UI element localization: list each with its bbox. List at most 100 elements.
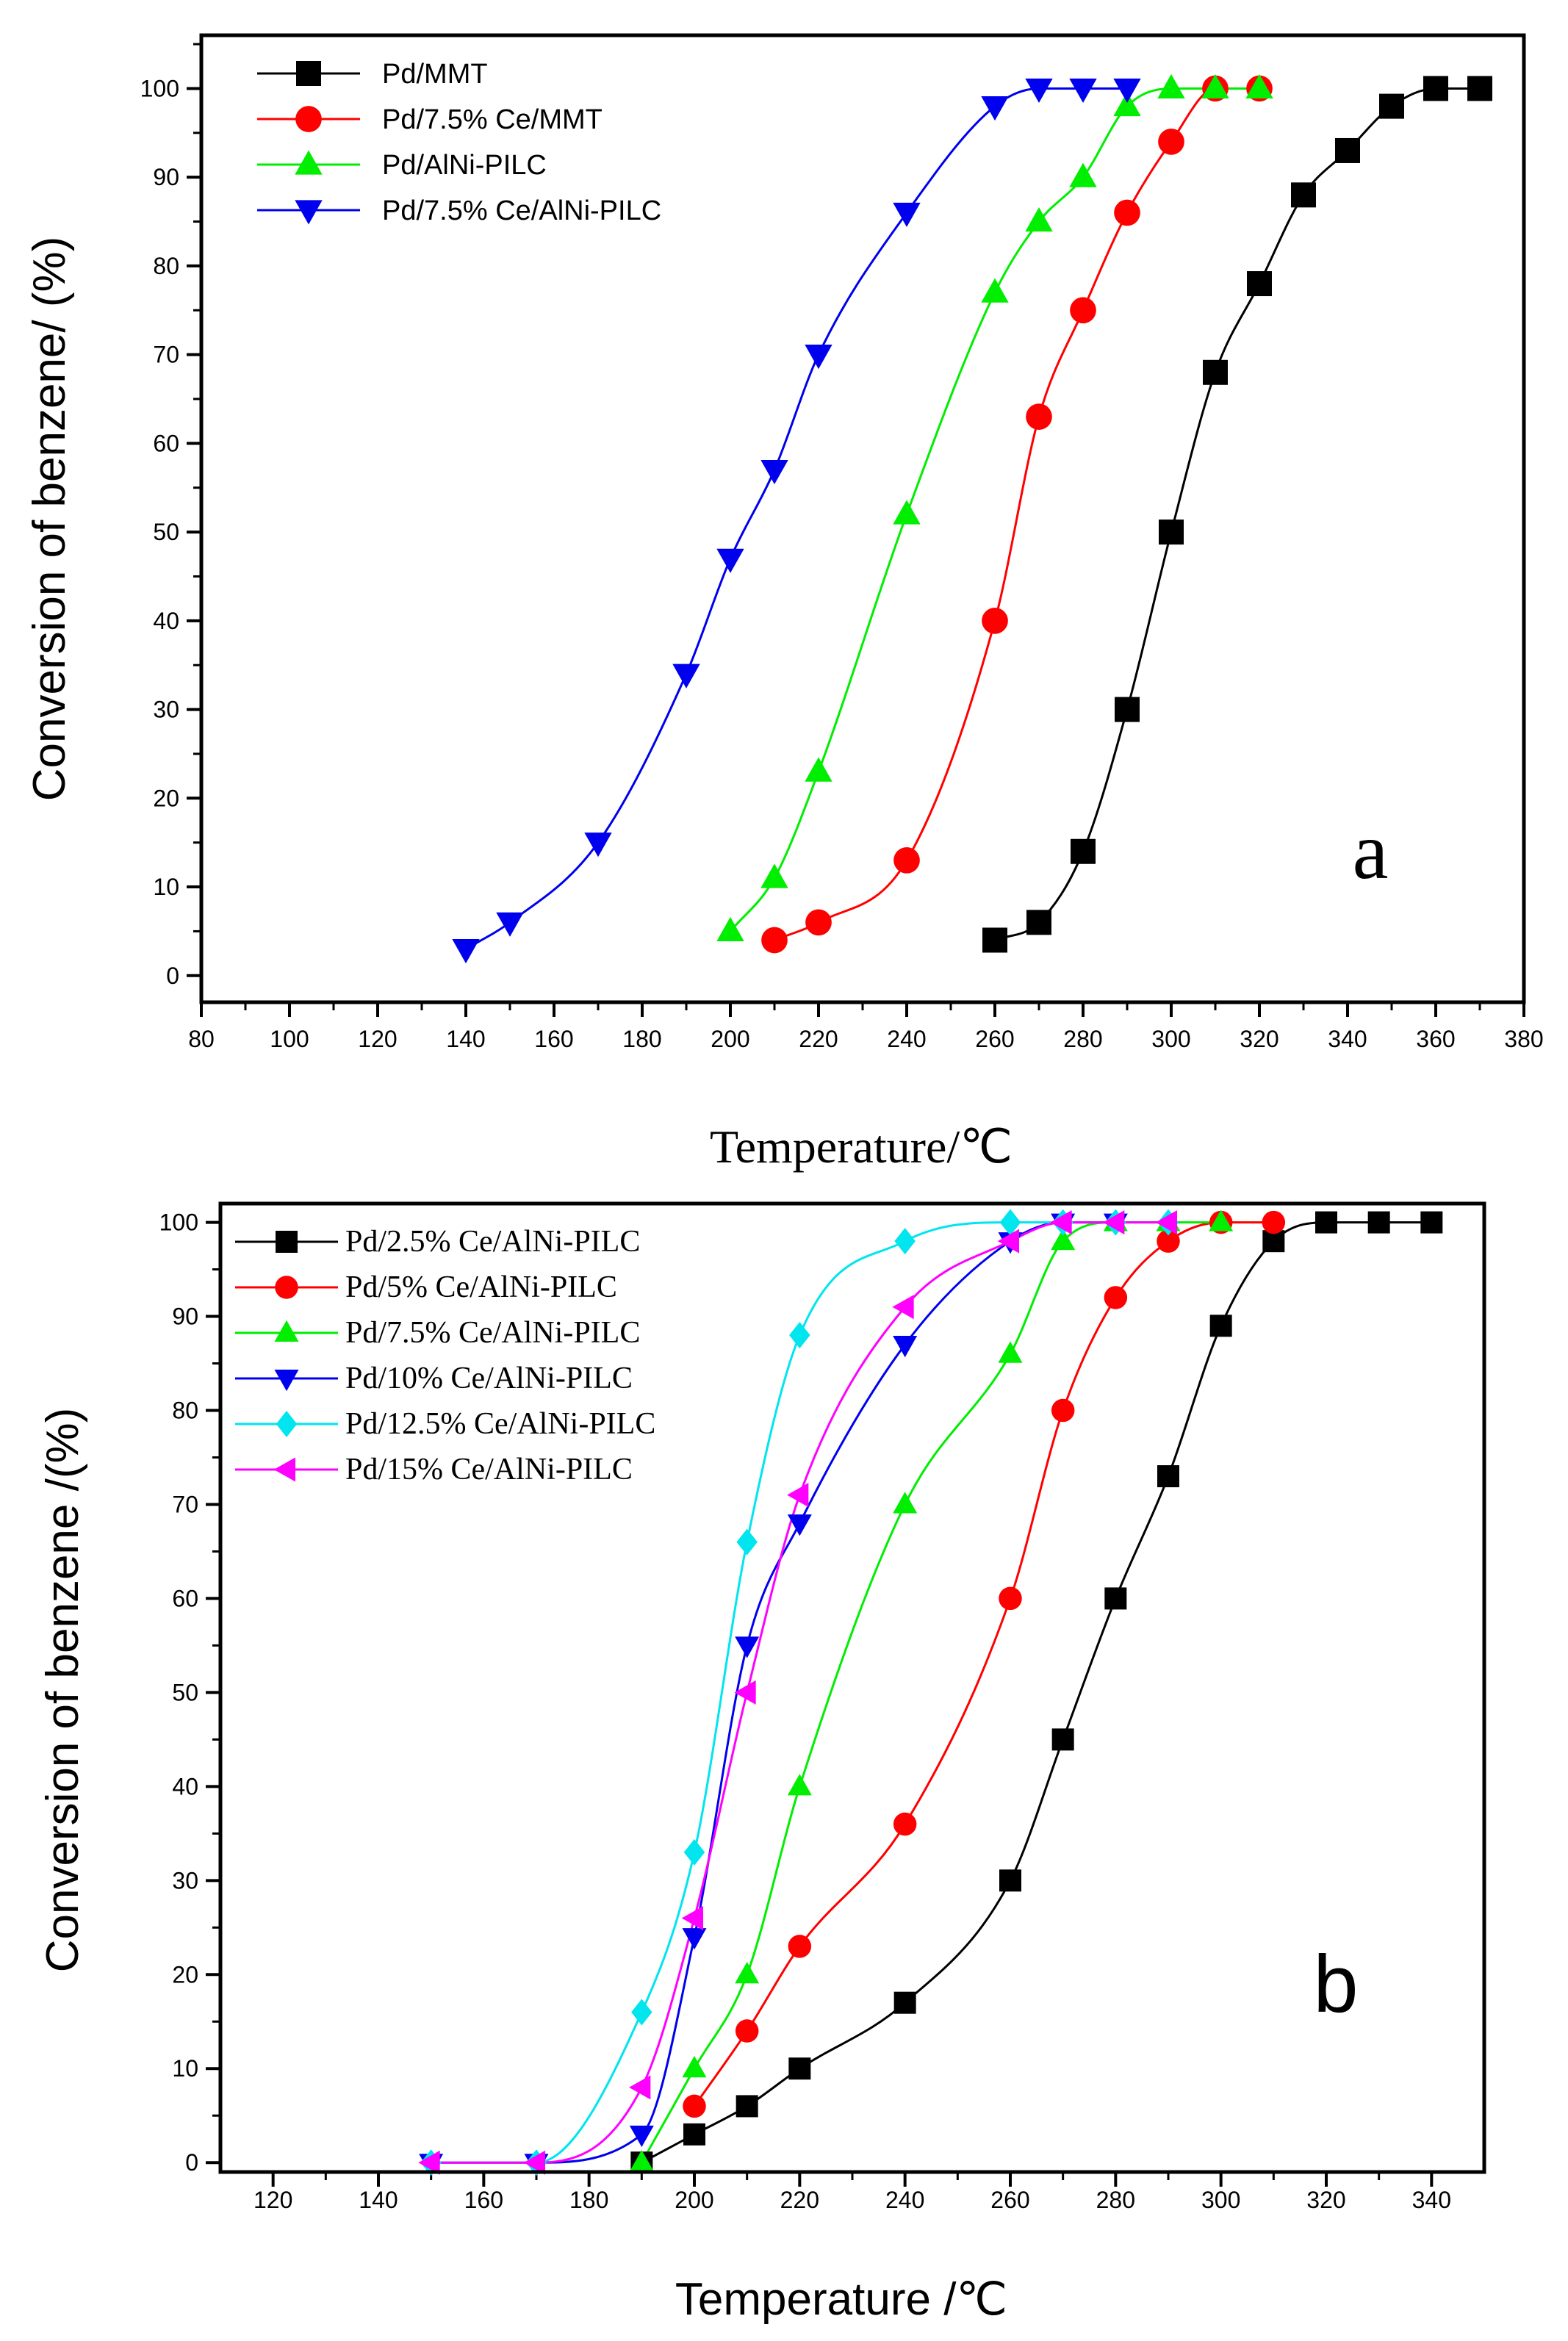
panel-b-legend-pd-12-5-ce-alni-pilc-marker-0 [276, 1411, 298, 1437]
panel-b-pd-5-ce-alni-pilc-marker-1 [735, 2019, 759, 2043]
panel-b-x-tick-label: 160 [464, 2187, 503, 2213]
panel-b-pd-2-5-ce-alni-pilc-marker-3 [788, 2057, 811, 2080]
panel-a-y-axis-title: Conversion of benzene/ (%) [24, 237, 75, 802]
panel-a-pd-alni-pilc-marker-0 [716, 916, 744, 942]
panel-a-legend-pd-7-5-ce-mmt-marker-0 [295, 106, 322, 132]
panel-b-pd-7-5-ce-alni-pilc-marker-9 [1209, 1209, 1234, 1231]
panel-b-y-tick-label: 80 [172, 1398, 198, 1424]
panel-b-legend-label-pd-10-ce-alni-pilc: Pd/10% Ce/AlNi-PILC [345, 1362, 633, 1395]
panel-a-y-tick-label: 70 [153, 342, 179, 368]
panel-b-pd-15-ce-alni-pilc-marker-10 [1155, 1210, 1177, 1235]
panel-a-pd-7-5-ce-mmt-marker-0 [761, 927, 788, 954]
panel-b-x-tick-label: 320 [1306, 2187, 1345, 2213]
panel-b-label: b [1313, 1939, 1358, 2029]
panel-b-pd-15-ce-alni-pilc-marker-2 [629, 2075, 651, 2100]
panel-a-x-tick-label: 200 [711, 1026, 749, 1052]
panel-b-pd-2-5-ce-alni-pilc-marker-13 [1420, 1211, 1443, 1234]
panel-b-x-tick-label: 220 [780, 2187, 819, 2213]
panel-b-pd-7-5-ce-alni-pilc-marker-1 [682, 2055, 707, 2078]
panel-b-pd-7-5-ce-alni-pilc-marker-3 [787, 1774, 812, 1796]
panel-a-pd-7-5-ce-mmt-marker-2 [893, 846, 920, 874]
panel-b-legend-pd-7-5-ce-alni-pilc-marker-0 [274, 1320, 299, 1342]
panel-a-plot-frame [199, 33, 1526, 1004]
panel-a-legend-pd-alni-pilc-marker-0 [295, 150, 323, 175]
panel-a-pd-mmt-marker-2 [1071, 838, 1096, 864]
panel-a-pd-mmt-marker-1 [1026, 910, 1051, 935]
panel-b-legend-label-pd-15-ce-alni-pilc: Pd/15% Ce/AlNi-PILC [345, 1453, 633, 1486]
panel-a-y-tick-label: 60 [153, 430, 179, 456]
panel-b-pd-2-5-ce-alni-pilc-marker-2 [736, 2095, 758, 2118]
panel-a-x-axis-title: Temperature/℃ [710, 1121, 1013, 1173]
panel-a-x-tick-label: 380 [1504, 1026, 1543, 1052]
panel-b-pd-15-ce-alni-pilc-marker-4 [734, 1680, 756, 1705]
panel-b: 120 140 160 180 200 220 240 260 280 300 320 340 0 10 2… [37, 1201, 1486, 2325]
panel-b-pd-15-ce-alni-pilc-marker-9 [1103, 1210, 1125, 1235]
panel-b-legend-pd-10-ce-alni-pilc-marker-0 [274, 1370, 299, 1392]
panel-b-series-line-pd-12-5-ce-alni-pilc [431, 1221, 1169, 2164]
panel-b-pd-12-5-ce-alni-pilc-marker-3 [683, 1838, 705, 1866]
panel-a: 80 100 120 140 160 180 200 220 240 260 280 300 320 34… [24, 33, 1544, 1173]
panel-b-y-tick-label: 10 [172, 2055, 198, 2082]
panel-a-x-tick-label: 160 [534, 1026, 573, 1052]
panel-a-pd-alni-pilc-marker-2 [805, 757, 832, 782]
panel-b-pd-15-ce-alni-pilc-marker-6 [892, 1295, 914, 1320]
panel-a-pd-alni-pilc-marker-3 [893, 500, 921, 525]
panel-b-pd-10-ce-alni-pilc-marker-4 [735, 1636, 760, 1658]
panel-a-pd-7-5-ce-alni-pilc-marker-1 [496, 912, 524, 937]
panel-b-pd-10-ce-alni-pilc-marker-2 [629, 2125, 654, 2148]
panel-a-x-tick-label: 320 [1240, 1026, 1279, 1052]
panel-b-pd-12-5-ce-alni-pilc-marker-5 [789, 1322, 810, 1349]
panel-b-pd-5-ce-alni-pilc-marker-9 [1262, 1210, 1286, 1234]
panel-b-pd-2-5-ce-alni-pilc-marker-7 [1104, 1587, 1127, 1610]
panel-b-pd-15-ce-alni-pilc-marker-0 [418, 2150, 440, 2175]
panel-a-x-tick-label: 260 [975, 1026, 1014, 1052]
panel-b-y-tick-label: 70 [172, 1491, 198, 1517]
panel-b-legend-label-pd-2-5-ce-alni-pilc: Pd/2.5% Ce/AlNi-PILC [345, 1225, 640, 1259]
panel-b-y-tick-label: 30 [172, 1867, 198, 1894]
panel-a-pd-7-5-ce-alni-pilc-marker-6 [805, 345, 832, 370]
panel-a-x-tick-label: 140 [446, 1026, 485, 1052]
panel-b-x-tick-label: 260 [990, 2187, 1029, 2213]
panel-a-legend-label-pd-7-5-ce-alni-pilc: Pd/7.5% Ce/AlNi-PILC [382, 195, 661, 226]
panel-a-pd-7-5-ce-mmt-marker-4 [1026, 403, 1052, 431]
panel-b-pd-7-5-ce-alni-pilc-marker-5 [998, 1341, 1023, 1363]
panel-a-x-tick-label: 340 [1328, 1026, 1367, 1052]
panel-a-pd-7-5-ce-alni-pilc-marker-11 [1113, 78, 1141, 103]
panel-b-pd-7-5-ce-alni-pilc-marker-2 [735, 1962, 760, 1984]
panel-b-y-tick-label: 60 [172, 1585, 198, 1611]
panel-b-pd-12-5-ce-alni-pilc-marker-4 [736, 1528, 758, 1556]
panel-b-x-tick-label: 340 [1412, 2187, 1451, 2213]
panel-b-pd-2-5-ce-alni-pilc-marker-6 [1051, 1728, 1074, 1751]
panel-a-y-tick-label: 20 [153, 785, 179, 811]
panel-b-pd-2-5-ce-alni-pilc-marker-1 [683, 2123, 705, 2146]
panel-a-pd-7-5-ce-alni-pilc-marker-9 [1025, 78, 1053, 103]
panel-b-x-tick-label: 240 [885, 2187, 924, 2213]
panel-a-pd-7-5-ce-alni-pilc-marker-10 [1069, 78, 1097, 103]
panel-a-pd-mmt-marker-10 [1423, 76, 1448, 101]
panel-a-x-tick-label: 240 [887, 1026, 926, 1052]
panel-b-pd-5-ce-alni-pilc-marker-6 [1104, 1286, 1128, 1309]
panel-a-pd-7-5-ce-alni-pilc-marker-2 [584, 833, 612, 857]
panel-a-legend-pd-7-5-ce-alni-pilc-marker-0 [295, 200, 323, 225]
panel-a-y-tick-label: 0 [166, 963, 179, 989]
panel-b-pd-10-ce-alni-pilc-marker-5 [787, 1514, 812, 1536]
panel-a-ticks: 80 100 120 140 160 180 200 220 240 260 280 300 320 34… [140, 43, 1544, 1052]
panel-a-legend-pd-mmt-marker-0 [296, 61, 321, 86]
panel-a-pd-alni-pilc-marker-7 [1113, 92, 1141, 117]
panel-b-pd-5-ce-alni-pilc-marker-0 [683, 2094, 706, 2118]
panel-a-pd-alni-pilc-marker-9 [1201, 73, 1229, 99]
panel-b-pd-5-ce-alni-pilc-marker-4 [999, 1586, 1022, 1611]
panel-a-pd-alni-pilc-marker-1 [760, 863, 788, 888]
panel-b-series-line-pd-2-5-ce-alni-pilc [641, 1221, 1432, 2164]
panel-a-pd-mmt-marker-3 [1115, 697, 1140, 722]
panel-b-x-tick-label: 120 [253, 2187, 292, 2213]
panel-b-pd-15-ce-alni-pilc-marker-7 [997, 1229, 1019, 1254]
panel-a-y-tick-label: 30 [153, 697, 179, 723]
panel-a-pd-7-5-ce-mmt-marker-6 [1114, 199, 1140, 226]
panel-b-pd-5-ce-alni-pilc-marker-2 [788, 1935, 812, 1958]
panel-b-legend-pd-5-ce-alni-pilc-marker-0 [275, 1276, 298, 1299]
panel-b-legend-label-pd-12-5-ce-alni-pilc: Pd/12.5% Ce/AlNi-PILC [345, 1407, 655, 1441]
panel-a-pd-alni-pilc-marker-5 [1025, 206, 1053, 232]
panel-b-pd-15-ce-alni-pilc-marker-8 [1050, 1210, 1072, 1235]
